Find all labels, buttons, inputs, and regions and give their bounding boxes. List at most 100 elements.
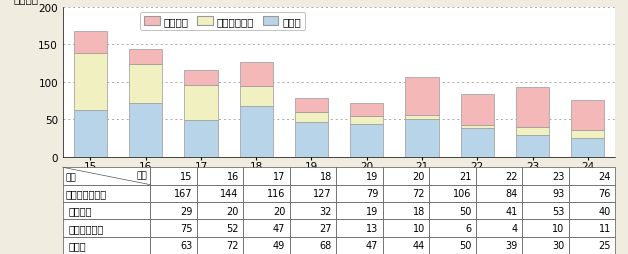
- Text: 19: 19: [366, 171, 378, 181]
- Bar: [74, 110, 107, 157]
- Text: 25: 25: [598, 240, 611, 250]
- Bar: [461, 128, 494, 157]
- Bar: [290, 202, 336, 219]
- Bar: [461, 125, 494, 128]
- Text: 76: 76: [598, 188, 611, 199]
- Text: 84: 84: [506, 188, 518, 199]
- Bar: [74, 54, 107, 110]
- Text: 44: 44: [413, 240, 425, 250]
- Bar: [569, 168, 615, 185]
- Bar: [74, 32, 107, 54]
- Bar: [243, 202, 290, 219]
- Bar: [383, 219, 430, 237]
- Text: 30: 30: [552, 240, 565, 250]
- Bar: [240, 106, 273, 157]
- Bar: [350, 117, 383, 124]
- Bar: [63, 202, 150, 219]
- Text: 13: 13: [366, 223, 378, 233]
- Bar: [63, 185, 150, 202]
- Bar: [430, 219, 476, 237]
- Text: 50: 50: [459, 240, 472, 250]
- Bar: [430, 185, 476, 202]
- Text: 6: 6: [465, 223, 472, 233]
- Text: 24: 24: [598, 171, 611, 181]
- Text: 16: 16: [227, 171, 239, 181]
- Text: 20: 20: [226, 206, 239, 216]
- Bar: [129, 104, 162, 157]
- Bar: [406, 116, 438, 120]
- Text: 年次: 年次: [137, 171, 148, 180]
- Bar: [522, 168, 569, 185]
- Bar: [569, 219, 615, 237]
- Text: 53: 53: [552, 206, 565, 216]
- Text: 47: 47: [273, 223, 285, 233]
- Text: その他: その他: [68, 240, 86, 250]
- Bar: [185, 86, 217, 121]
- Bar: [476, 237, 522, 254]
- Bar: [295, 113, 328, 122]
- Bar: [569, 237, 615, 254]
- Bar: [290, 219, 336, 237]
- Bar: [63, 219, 150, 237]
- Bar: [240, 62, 273, 86]
- Text: 50: 50: [459, 206, 472, 216]
- Text: 41: 41: [506, 206, 518, 216]
- Bar: [129, 65, 162, 104]
- Text: 93: 93: [552, 188, 565, 199]
- Text: 債権回収過程: 債権回収過程: [68, 223, 104, 233]
- Bar: [150, 202, 197, 219]
- Text: 127: 127: [313, 188, 332, 199]
- Bar: [430, 202, 476, 219]
- Bar: [295, 98, 328, 113]
- Text: 75: 75: [180, 223, 192, 233]
- Bar: [350, 124, 383, 157]
- Bar: [571, 131, 604, 139]
- Bar: [516, 135, 549, 157]
- Bar: [63, 168, 150, 185]
- Bar: [569, 185, 615, 202]
- Bar: [243, 185, 290, 202]
- Bar: [383, 168, 430, 185]
- Bar: [476, 202, 522, 219]
- Text: 27: 27: [319, 223, 332, 233]
- Text: 15: 15: [180, 171, 192, 181]
- Text: 10: 10: [413, 223, 425, 233]
- Bar: [571, 139, 604, 157]
- Bar: [476, 219, 522, 237]
- Text: 融資過程: 融資過程: [68, 206, 92, 216]
- Text: 167: 167: [174, 188, 192, 199]
- Text: 20: 20: [273, 206, 285, 216]
- Text: 11: 11: [598, 223, 611, 233]
- Text: 18: 18: [320, 171, 332, 181]
- Bar: [383, 202, 430, 219]
- Bar: [185, 71, 217, 86]
- Text: 10: 10: [552, 223, 565, 233]
- Bar: [150, 168, 197, 185]
- Bar: [476, 168, 522, 185]
- Text: 32: 32: [320, 206, 332, 216]
- Text: 18: 18: [413, 206, 425, 216]
- Bar: [522, 237, 569, 254]
- Bar: [476, 185, 522, 202]
- Bar: [522, 202, 569, 219]
- Bar: [243, 168, 290, 185]
- Bar: [461, 94, 494, 125]
- Bar: [290, 168, 336, 185]
- Text: 116: 116: [267, 188, 285, 199]
- Text: 68: 68: [320, 240, 332, 250]
- Bar: [430, 237, 476, 254]
- Bar: [150, 237, 197, 254]
- Text: 19: 19: [366, 206, 378, 216]
- Text: 20: 20: [413, 171, 425, 181]
- Text: 29: 29: [180, 206, 192, 216]
- Text: 40: 40: [598, 206, 611, 216]
- Bar: [336, 202, 383, 219]
- Text: 区分: 区分: [65, 172, 77, 181]
- Text: 106: 106: [453, 188, 472, 199]
- Text: 144: 144: [220, 188, 239, 199]
- Text: 79: 79: [366, 188, 378, 199]
- Bar: [197, 219, 243, 237]
- Bar: [516, 128, 549, 135]
- Text: 4: 4: [512, 223, 518, 233]
- Text: 72: 72: [413, 188, 425, 199]
